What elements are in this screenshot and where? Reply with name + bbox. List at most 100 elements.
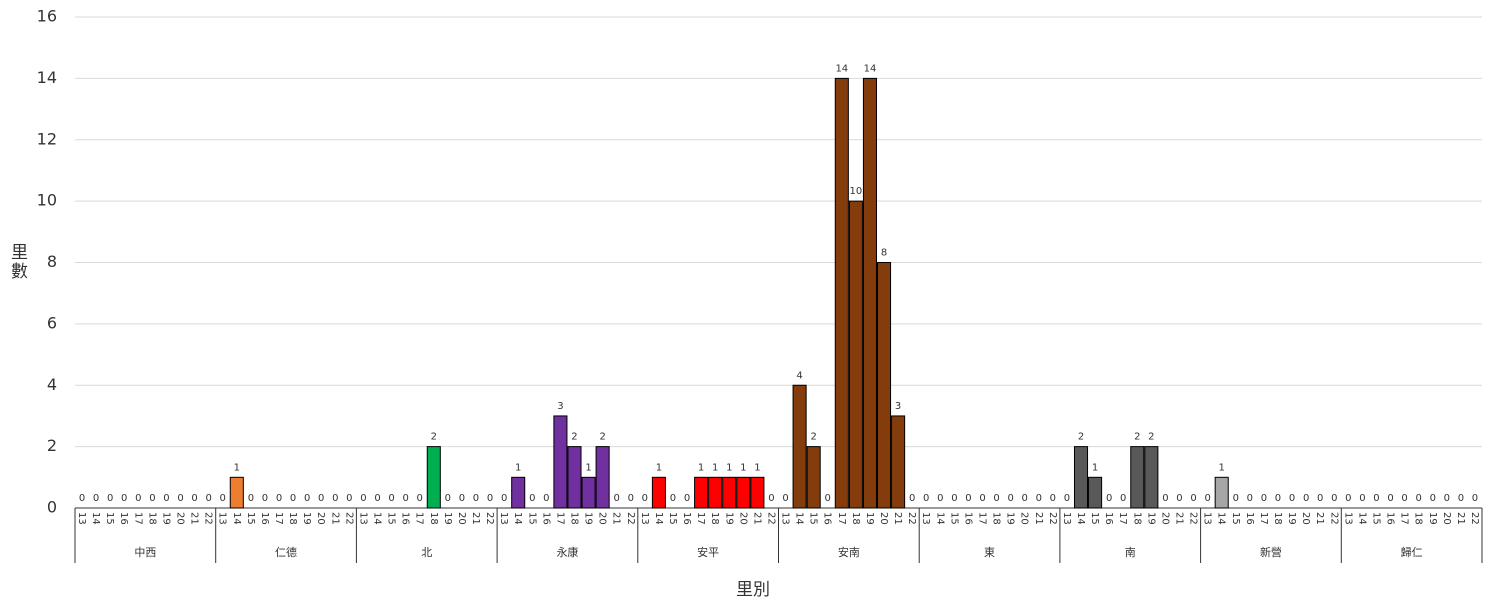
x-tick-label: 14 <box>934 512 945 525</box>
value-label: 2 <box>571 432 577 443</box>
bar <box>426 446 441 509</box>
group-label: 安南 <box>838 545 860 559</box>
x-tick-label: 20 <box>1019 512 1030 525</box>
value-label: 14 <box>864 63 877 74</box>
group-label: 東 <box>984 546 995 559</box>
value-label: 0 <box>1415 493 1421 504</box>
value-label: 0 <box>614 493 620 504</box>
x-tick-label: 13 <box>1061 512 1072 525</box>
value-label: 0 <box>304 493 310 504</box>
x-tick-label: 18 <box>428 512 439 525</box>
x-tick-label: 21 <box>892 512 903 525</box>
x-tick-label: 21 <box>1173 512 1184 525</box>
value-label: 1 <box>698 462 704 473</box>
bar <box>708 476 723 509</box>
x-tick-label: 22 <box>1188 512 1199 525</box>
x-tick-label: 20 <box>456 512 467 525</box>
value-label: 0 <box>951 493 957 504</box>
x-tick-label: 20 <box>1300 512 1311 525</box>
value-label: 0 <box>107 493 113 504</box>
x-tick-label: 15 <box>526 512 537 525</box>
value-label: 2 <box>1148 432 1154 443</box>
value-label: 2 <box>810 432 816 443</box>
value-label: 0 <box>177 493 183 504</box>
x-tick-label: 14 <box>1075 512 1086 525</box>
bar <box>736 476 751 509</box>
x-tick-label: 22 <box>1047 512 1058 525</box>
value-label: 0 <box>93 493 99 504</box>
value-label: 0 <box>1050 493 1056 504</box>
value-label: 0 <box>1289 493 1295 504</box>
bar <box>792 384 807 509</box>
bar <box>1144 446 1159 509</box>
value-label: 0 <box>459 493 465 504</box>
value-label: 1 <box>656 462 662 473</box>
x-tick-label: 18 <box>146 512 157 525</box>
value-label: 1 <box>712 462 718 473</box>
value-label: 0 <box>220 493 226 504</box>
y-tick-label: 0 <box>47 498 57 517</box>
value-label: 0 <box>543 493 549 504</box>
x-tick-label: 19 <box>1145 512 1156 525</box>
value-label: 0 <box>318 493 324 504</box>
value-label: 0 <box>1303 493 1309 504</box>
x-tick-label: 20 <box>878 512 889 525</box>
x-tick-label: 15 <box>245 512 256 525</box>
x-tick-label: 15 <box>104 512 115 525</box>
value-label: 0 <box>1007 493 1013 504</box>
value-label: 0 <box>445 493 451 504</box>
x-tick-label: 22 <box>343 512 354 525</box>
value-label: 0 <box>1444 493 1450 504</box>
value-label: 0 <box>529 493 535 504</box>
value-label: 0 <box>1472 493 1478 504</box>
y-axis-label: 里數 <box>7 243 28 281</box>
x-tick-label: 17 <box>695 512 706 525</box>
value-label: 0 <box>670 493 676 504</box>
value-label: 1 <box>585 462 591 473</box>
value-label: 0 <box>417 493 423 504</box>
x-tick-label: 21 <box>189 512 200 525</box>
x-tick-label: 14 <box>90 512 101 525</box>
y-tick-label: 4 <box>47 375 57 394</box>
x-tick-label: 22 <box>625 512 636 525</box>
y-tick-label: 2 <box>47 436 57 455</box>
value-label: 0 <box>1430 493 1436 504</box>
x-tick-label: 22 <box>1328 512 1339 525</box>
group-label: 永康 <box>556 545 578 559</box>
x-tick-label: 13 <box>76 512 87 525</box>
bar <box>848 200 863 509</box>
x-tick-label: 20 <box>1159 512 1170 525</box>
bar <box>891 415 906 509</box>
x-tick-label: 13 <box>780 512 791 525</box>
bar <box>1073 446 1089 509</box>
value-label: 0 <box>149 493 155 504</box>
value-label: 0 <box>782 493 788 504</box>
x-axis-label: 里別 <box>736 580 770 600</box>
x-tick-label: 18 <box>568 512 579 525</box>
x-tick-label: 16 <box>822 512 833 525</box>
x-tick-label: 13 <box>357 512 368 525</box>
value-label: 0 <box>684 493 690 504</box>
value-label: 0 <box>1022 493 1028 504</box>
x-tick-label: 22 <box>203 512 214 525</box>
x-tick-label: 13 <box>1342 512 1353 525</box>
group-label: 安平 <box>697 545 719 559</box>
value-label: 0 <box>1387 493 1393 504</box>
x-tick-label: 14 <box>653 512 664 525</box>
value-label: 0 <box>332 493 338 504</box>
x-tick-label: 18 <box>1413 512 1424 525</box>
value-label: 0 <box>1064 493 1070 504</box>
value-label: 0 <box>163 493 169 504</box>
y-tick-label: 14 <box>37 68 57 87</box>
x-tick-label: 16 <box>1385 512 1396 525</box>
value-label: 0 <box>1106 493 1112 504</box>
x-tick-label: 15 <box>1089 512 1100 525</box>
value-label: 0 <box>923 493 929 504</box>
x-tick-label: 15 <box>1230 512 1241 525</box>
x-tick-label: 21 <box>329 512 340 525</box>
group-label: 仁德 <box>275 545 297 559</box>
x-tick-label: 20 <box>1441 512 1452 525</box>
x-tick-label: 18 <box>1131 512 1142 525</box>
bar <box>595 446 610 509</box>
